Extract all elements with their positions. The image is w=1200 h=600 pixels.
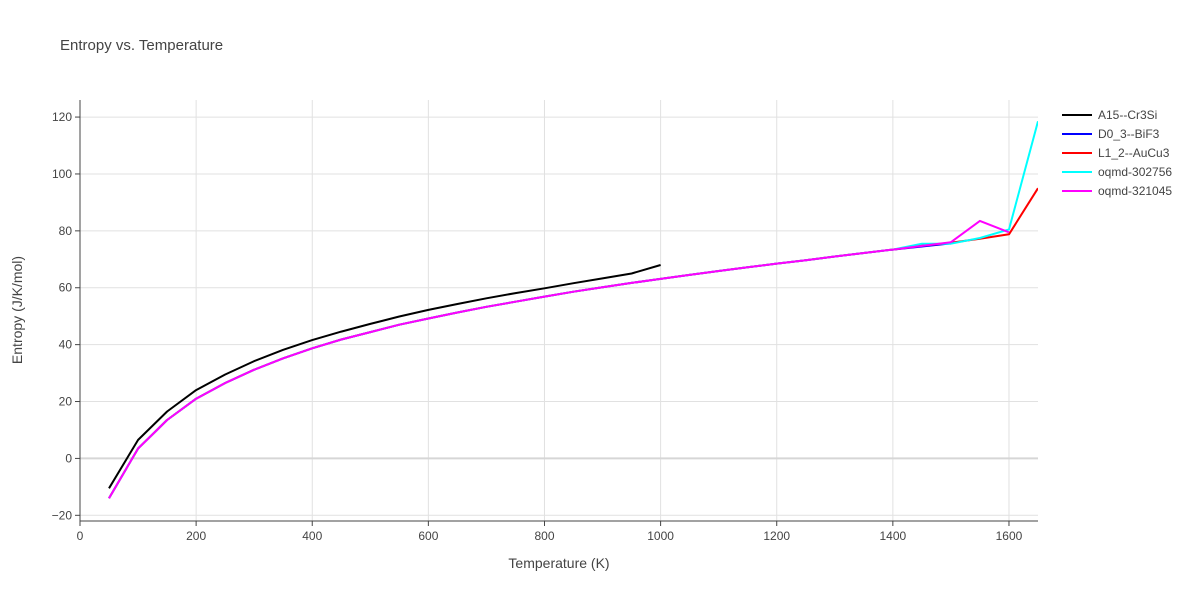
x-tick-label: 800	[534, 529, 554, 543]
chart-title: Entropy vs. Temperature	[60, 37, 223, 54]
legend-item[interactable]: oqmd-321045	[1062, 184, 1172, 198]
legend-item[interactable]: oqmd-302756	[1062, 165, 1172, 179]
series-lines	[108, 121, 1038, 499]
y-tick-label: 20	[59, 395, 73, 409]
y-tick-label: 0	[65, 451, 72, 465]
series-line-0	[108, 264, 661, 489]
y-tick-label: 80	[59, 224, 73, 238]
legend-label: oqmd-321045	[1098, 184, 1172, 198]
legend-label: D0_3--BiF3	[1098, 127, 1160, 141]
legend-label: A15--Cr3Si	[1098, 108, 1157, 122]
series-line-4	[108, 219, 1010, 499]
x-tick-label: 1000	[647, 529, 674, 543]
y-tick-label: 60	[59, 281, 73, 295]
x-axis-label: Temperature (K)	[508, 555, 609, 571]
y-axis-label: Entropy (J/K/mol)	[9, 256, 25, 364]
x-tick-label: 200	[186, 529, 206, 543]
legend-label: L1_2--AuCu3	[1098, 146, 1170, 160]
x-tick-label: 1600	[996, 529, 1023, 543]
series-line-2	[108, 187, 1038, 499]
axes	[79, 100, 1038, 522]
legend-item[interactable]: L1_2--AuCu3	[1062, 146, 1170, 160]
y-tick-labels: −20 0 20 40 60 80 100 120	[52, 110, 80, 522]
x-tick-label: 1200	[763, 529, 790, 543]
legend-label: oqmd-302756	[1098, 165, 1172, 179]
series-line-3	[108, 121, 1038, 499]
y-tick-label: 100	[52, 167, 72, 181]
y-tick-label: 40	[59, 338, 73, 352]
x-tick-label: 600	[418, 529, 438, 543]
x-tick-label: 1400	[879, 529, 906, 543]
legend[interactable]: A15--Cr3Si D0_3--BiF3 L1_2--AuCu3 oqmd-3027…	[1062, 108, 1172, 198]
x-tick-label: 400	[302, 529, 322, 543]
legend-item[interactable]: D0_3--BiF3	[1062, 127, 1160, 141]
grid-lines	[80, 100, 1038, 521]
x-tick-label: 0	[77, 529, 84, 543]
y-tick-label: 120	[52, 110, 72, 124]
y-tick-label: −20	[52, 508, 73, 522]
legend-item[interactable]: A15--Cr3Si	[1062, 108, 1157, 122]
x-tick-labels: 0 200 400 600 800 1000 1200 1400 1600	[77, 521, 1023, 543]
